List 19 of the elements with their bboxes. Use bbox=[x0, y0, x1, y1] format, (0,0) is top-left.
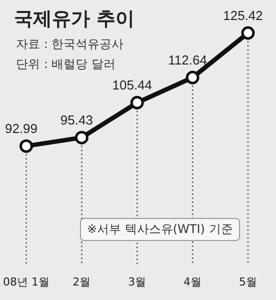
data-label: 125.42 bbox=[223, 8, 263, 24]
x-tick-label: 4월 bbox=[184, 275, 202, 288]
point bbox=[241, 26, 255, 40]
data-label: 92.99 bbox=[4, 121, 38, 136]
data-label: 95.43 bbox=[60, 112, 93, 128]
text: ※서부 텍사스유(WTI) 기준 bbox=[80, 218, 240, 241]
point bbox=[19, 139, 33, 153]
x-tick-label: 08년 1월 bbox=[2, 275, 50, 288]
point bbox=[74, 130, 88, 144]
x-tick-label: 3월 bbox=[128, 275, 146, 288]
point bbox=[130, 96, 144, 110]
point bbox=[186, 70, 200, 84]
chart-title: 국제유가 추이 bbox=[14, 7, 135, 32]
text: 단위 : 배럴당 달러 bbox=[16, 56, 116, 73]
x-tick-label: 2월 bbox=[72, 275, 91, 288]
annotation: 자료 : 한국석유공사 bbox=[16, 36, 124, 53]
data-label: 105.44 bbox=[112, 78, 152, 93]
x-tick-label: 5월 bbox=[239, 275, 257, 288]
data-label: 112.64 bbox=[168, 52, 207, 68]
